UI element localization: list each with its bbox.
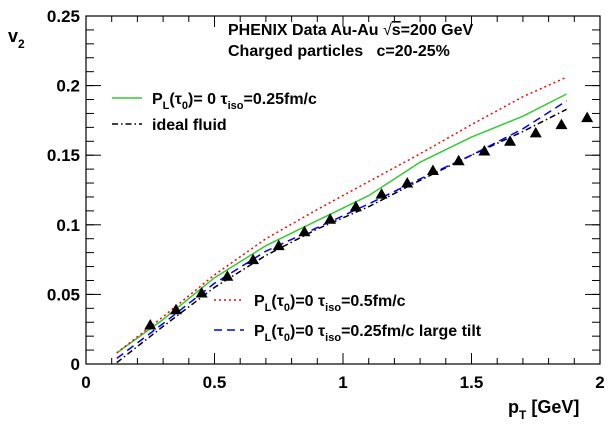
data-point-triangle xyxy=(555,118,568,130)
series-line-green xyxy=(116,93,567,354)
legend-label-black: ideal fluid xyxy=(152,117,227,134)
data-point-triangle xyxy=(452,154,465,166)
data-point-triangle xyxy=(324,213,337,224)
x-tick-label: 1 xyxy=(338,373,347,392)
y-tick-label: 0.2 xyxy=(56,77,80,96)
data-point-triangle xyxy=(221,270,234,281)
data-point-triangle xyxy=(504,135,517,146)
x-tick-label: 2 xyxy=(595,373,604,392)
x-tick-label: 1.5 xyxy=(460,373,484,392)
chart-title-line2: Charged particles c=20-25% xyxy=(228,43,450,60)
data-point-triangle xyxy=(349,200,362,212)
sqrt-symbol: √ xyxy=(383,22,392,39)
sqrt-arg: s xyxy=(392,22,401,39)
y-tick-label: 0 xyxy=(71,355,80,374)
data-point-triangle xyxy=(247,253,260,265)
data-point-triangle xyxy=(529,126,542,138)
data-point-triangle xyxy=(426,164,439,176)
data-point-triangle xyxy=(401,177,414,188)
data-point-triangle xyxy=(298,225,311,237)
y-tick-label: 0.15 xyxy=(47,146,80,165)
legend-label-green: PL(τ0)= 0 τiso=0.25fm/c xyxy=(152,91,317,112)
data-point-triangle xyxy=(169,303,182,315)
y-tick-label: 0.25 xyxy=(47,7,80,26)
chart-title-line1: PHENIX Data Au-Au √s=200 GeV xyxy=(228,22,474,39)
y-tick-label: 0.1 xyxy=(56,216,80,235)
series-line-black xyxy=(116,108,567,364)
legend-label-red: PL(τ0)=0 τiso=0.5fm/c xyxy=(254,293,406,314)
y-tick-label: 0.05 xyxy=(47,285,80,304)
legend-label-blue: PL(τ0)=0 τiso=0.25fm/c large tilt xyxy=(254,323,482,344)
y-axis-label: v2 xyxy=(8,26,25,51)
data-point-triangle xyxy=(195,287,208,298)
x-axis-label: pT [GeV] xyxy=(508,397,579,422)
series-line-red xyxy=(116,76,567,354)
data-point-triangle xyxy=(581,111,594,123)
data-point-triangle xyxy=(272,239,285,251)
x-tick-label: 0 xyxy=(81,373,90,392)
data-point-triangle xyxy=(144,319,157,330)
x-tick-label: 0.5 xyxy=(203,373,227,392)
data-point-triangle xyxy=(375,188,388,199)
data-point-triangle xyxy=(478,145,491,156)
